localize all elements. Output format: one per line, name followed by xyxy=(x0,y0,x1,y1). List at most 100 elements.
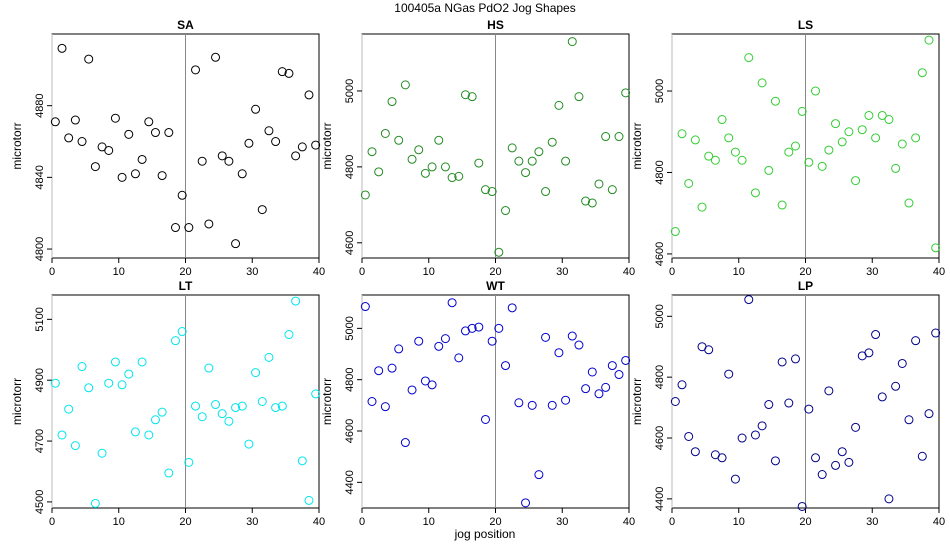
data-point xyxy=(911,133,921,143)
data-point xyxy=(684,178,694,188)
data-point xyxy=(251,104,261,114)
data-point xyxy=(917,451,927,461)
panel-title: HS xyxy=(487,18,504,32)
data-point xyxy=(897,139,907,149)
y-tick-label: 4800 xyxy=(654,160,666,184)
x-tick-label: 0 xyxy=(359,266,365,278)
y-axis-label: microtorr xyxy=(320,378,334,425)
data-point xyxy=(904,198,914,208)
data-point xyxy=(704,345,714,355)
data-point xyxy=(824,386,834,396)
y-tick-label: 5000 xyxy=(654,79,666,103)
x-tick-label: 30 xyxy=(556,266,568,278)
data-point xyxy=(790,354,800,364)
data-point xyxy=(64,404,74,414)
data-point xyxy=(90,498,100,508)
data-point xyxy=(891,381,901,391)
data-point xyxy=(400,438,410,448)
y-axis-label: microtorr xyxy=(320,122,334,169)
data-point xyxy=(724,369,734,379)
data-point xyxy=(507,143,517,153)
y-axis-label: microtorr xyxy=(10,378,24,425)
x-tick-label: 30 xyxy=(866,266,878,278)
data-point xyxy=(601,132,611,142)
data-point xyxy=(514,398,524,408)
data-point xyxy=(64,133,74,143)
y-tick-label: 4800 xyxy=(34,237,46,261)
data-point xyxy=(621,88,631,98)
x-tick-label: 0 xyxy=(669,266,675,278)
data-point xyxy=(297,142,307,152)
data-point xyxy=(474,322,484,332)
y-tick-label: 4800 xyxy=(344,155,356,179)
data-point xyxy=(110,357,120,367)
x-tick-label: 30 xyxy=(246,266,258,278)
data-point xyxy=(534,147,544,157)
data-point xyxy=(851,422,861,432)
data-point xyxy=(157,407,167,417)
data-point xyxy=(884,115,894,125)
data-point xyxy=(231,403,241,413)
data-point xyxy=(130,169,140,179)
data-point xyxy=(744,53,754,63)
data-point xyxy=(574,340,584,350)
data-point xyxy=(507,303,517,313)
data-point xyxy=(750,430,760,440)
data-point xyxy=(777,200,787,210)
data-point xyxy=(797,106,807,116)
data-point xyxy=(414,336,424,346)
x-tick-label: 10 xyxy=(733,516,745,528)
data-point xyxy=(567,37,577,47)
x-tick-label: 40 xyxy=(933,266,945,278)
data-point xyxy=(547,137,557,147)
data-point xyxy=(797,501,807,511)
data-point xyxy=(244,138,254,148)
data-point xyxy=(670,227,680,237)
data-point xyxy=(831,119,841,129)
data-point xyxy=(217,409,227,419)
data-point xyxy=(157,171,167,181)
x-tick-label: 20 xyxy=(179,516,191,528)
panel-grid: SA 0 10 20 30 40 4800 4840 4880 microtorr HS 0 10 20 3… xyxy=(10,18,945,528)
y-tick-label: 5000 xyxy=(344,316,356,340)
data-point xyxy=(311,389,321,399)
data-point xyxy=(897,358,907,368)
x-tick-label: 20 xyxy=(489,516,501,528)
y-tick-label: 5000 xyxy=(654,304,666,328)
data-point xyxy=(271,403,281,413)
data-point xyxy=(244,439,254,449)
data-point xyxy=(77,362,87,372)
data-point xyxy=(744,295,754,305)
data-point xyxy=(271,137,281,147)
data-point xyxy=(601,382,611,392)
data-point xyxy=(737,155,747,165)
data-point xyxy=(454,171,464,181)
data-point xyxy=(304,495,314,505)
data-point xyxy=(764,165,774,175)
data-point xyxy=(291,151,301,161)
data-point xyxy=(594,389,604,399)
data-point xyxy=(197,156,207,166)
data-point xyxy=(407,154,417,164)
panel-ls: LS 0 10 20 30 40 4600 4800 5000 microtorr xyxy=(630,18,945,278)
data-point xyxy=(607,361,617,371)
data-point xyxy=(177,190,187,200)
data-point xyxy=(581,196,591,206)
data-point xyxy=(877,392,887,402)
data-point xyxy=(864,110,874,120)
data-point xyxy=(480,414,490,424)
data-point xyxy=(110,113,120,123)
x-tick-label: 0 xyxy=(359,516,365,528)
data-point xyxy=(514,156,524,166)
x-tick-label: 20 xyxy=(489,266,501,278)
data-point xyxy=(447,173,457,183)
data-point xyxy=(447,298,457,308)
data-point xyxy=(917,68,927,78)
data-point xyxy=(837,447,847,457)
x-tick-label: 30 xyxy=(556,516,568,528)
data-point xyxy=(217,151,227,161)
data-point xyxy=(144,430,154,440)
data-point xyxy=(670,397,680,406)
y-tick-label: 4400 xyxy=(654,487,666,511)
